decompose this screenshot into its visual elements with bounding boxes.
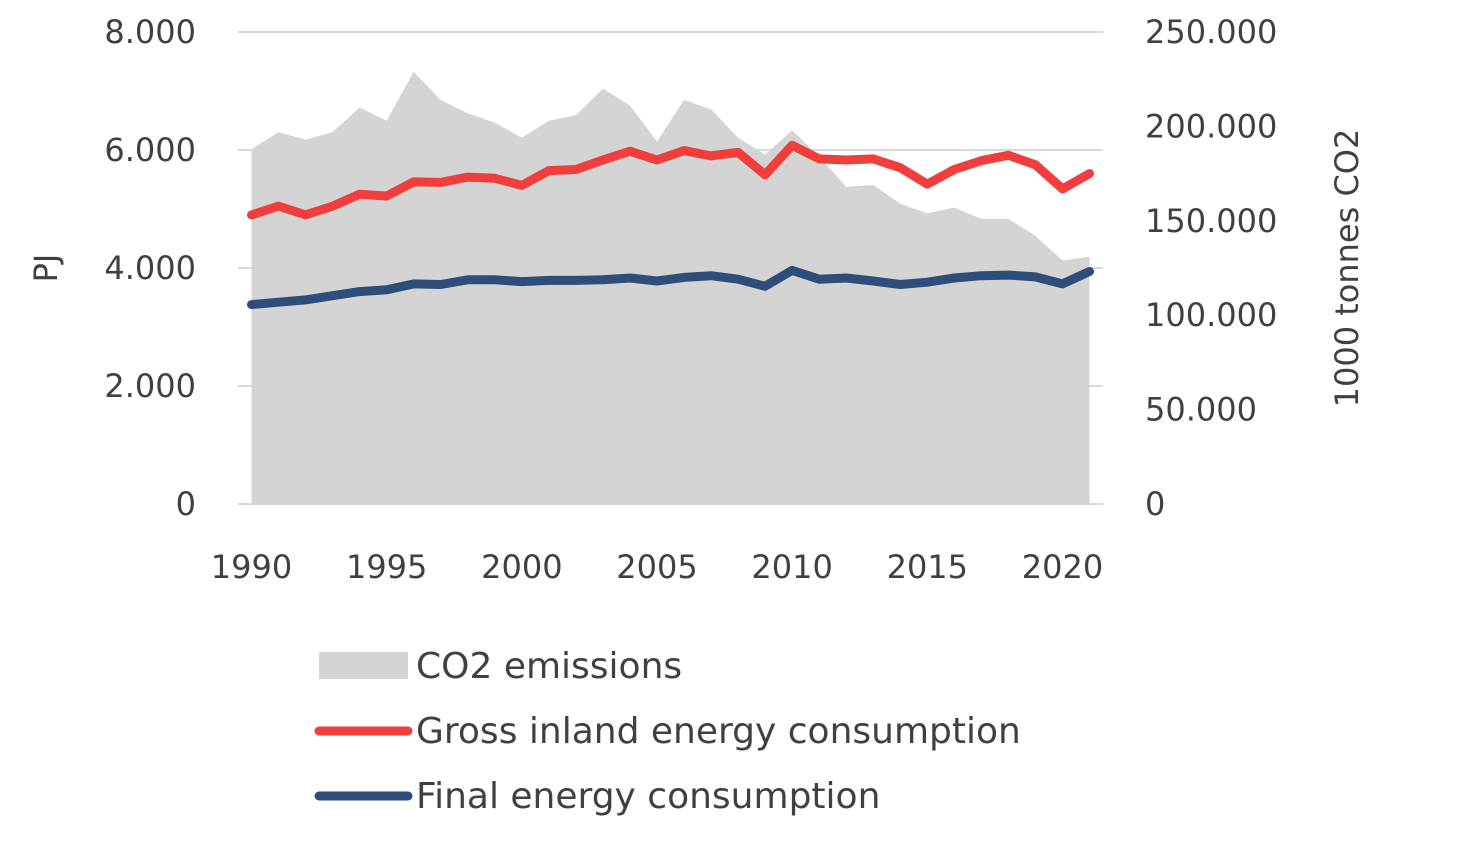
right-tick-label: 100.000	[1145, 296, 1277, 334]
series-line-final-energy-consumption	[247, 265, 1094, 310]
right-tick-label: 50.000	[1145, 391, 1257, 429]
right-tick-label: 0	[1145, 485, 1165, 523]
legend-label-gross-inland: Gross inland energy consumption	[416, 711, 1021, 752]
x-tick-label: 2020	[1022, 548, 1103, 586]
x-axis-tick-labels: 1990 1995 2000 2005 2010 2015 2020	[211, 548, 1103, 586]
right-axis-label: 1000 tonnes CO2	[1328, 129, 1366, 408]
left-tick-label: 0	[176, 485, 196, 523]
series-line-gross-inland-energy-consumption	[247, 140, 1094, 220]
left-axis-tick-labels: 0 2.000 4.000 6.000 8.000	[104, 13, 196, 523]
left-tick-label: 8.000	[104, 13, 196, 51]
left-tick-label: 2.000	[104, 367, 196, 405]
legend-label-co2-emissions: CO2 emissions	[416, 646, 682, 687]
right-tick-label: 250.000	[1145, 13, 1277, 51]
x-tick-label: 2000	[481, 548, 562, 586]
legend-label-final-energy: Final energy consumption	[416, 776, 880, 817]
x-tick-label: 1990	[211, 548, 292, 586]
x-tick-label: 2015	[887, 548, 968, 586]
legend: CO2 emissions Gross inland energy consum…	[314, 646, 1021, 817]
x-tick-label: 1995	[346, 548, 427, 586]
x-tick-label: 2010	[751, 548, 832, 586]
right-axis-tick-labels: 0 50.000 100.000 150.000 200.000 250.000	[1145, 13, 1277, 523]
right-tick-label: 200.000	[1145, 107, 1277, 145]
left-tick-label: 6.000	[104, 131, 196, 169]
x-tick-label: 2005	[616, 548, 697, 586]
legend-swatch-co2-emissions	[319, 652, 408, 679]
lines-layer	[247, 140, 1094, 310]
left-tick-label: 4.000	[104, 249, 196, 287]
left-axis-label: PJ	[27, 254, 65, 283]
right-tick-label: 150.000	[1145, 202, 1277, 240]
